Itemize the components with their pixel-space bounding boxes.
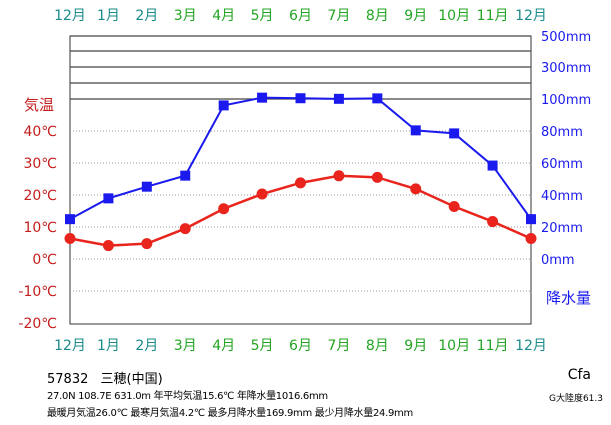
temperature-point (410, 183, 422, 195)
month-label-top: 5月 (251, 8, 274, 24)
temperature-tick-label: 30℃ (23, 156, 57, 172)
month-label-bottom: 11月 (477, 338, 509, 354)
month-label-top: 12月 (54, 8, 86, 24)
precipitation-point (372, 93, 383, 104)
temperature-point (525, 233, 537, 245)
precipitation-point (449, 128, 460, 139)
month-label-top: 12月 (515, 8, 547, 24)
temperature-point (448, 201, 460, 213)
temperature-tick-label: 0℃ (32, 252, 57, 268)
temperature-point (333, 170, 345, 182)
aridity-index: G大陸度61.3 (548, 394, 603, 404)
precipitation-point (333, 93, 344, 104)
precipitation-point (65, 214, 75, 225)
info-line-2: 最暖月気温26.0℃ 最寒月気温4.2℃ 最多月降水量169.9mm 最少月降水… (47, 408, 413, 419)
precipitation-tick-label: 60mm (541, 157, 583, 172)
precipitation-point (526, 214, 536, 225)
temperature-point (371, 171, 383, 183)
month-label-top: 4月 (212, 8, 235, 24)
precipitation-axis-label: 降水量 (546, 289, 591, 307)
precipitation-point (410, 125, 421, 136)
month-label-bottom: 9月 (404, 338, 427, 354)
climate-class: Cfa (567, 367, 591, 383)
station-line: 57832 三穂(中国) (47, 368, 171, 387)
precipitation-tick-label: 500mm (541, 30, 591, 45)
month-label-bottom: 1月 (97, 338, 120, 354)
temperature-tick-label: -20℃ (18, 316, 57, 332)
temperature-point (64, 233, 76, 245)
month-label-top: 10月 (438, 8, 470, 24)
temperature-tick-label: 20℃ (23, 188, 57, 204)
precipitation-point (103, 193, 114, 204)
temperature-tick-label: 40℃ (23, 124, 57, 140)
month-label-bottom: 10月 (438, 338, 470, 354)
precipitation-point (295, 93, 306, 104)
precipitation-tick-label: 300mm (541, 61, 591, 76)
temperature-point (218, 203, 230, 215)
temperature-point (256, 188, 268, 200)
month-label-bottom: 3月 (174, 338, 197, 354)
month-label-top: 2月 (135, 8, 158, 24)
month-label-bottom: 5月 (251, 338, 274, 354)
precipitation-line (69, 96, 532, 221)
temperature-tick-label: 10℃ (23, 220, 57, 236)
month-label-top: 8月 (366, 8, 389, 24)
month-label-top: 9月 (404, 8, 427, 24)
precipitation-point (218, 100, 229, 111)
precipitation-tick-label: 80mm (541, 125, 583, 140)
temperature-point (102, 240, 114, 252)
precipitation-point (257, 92, 268, 103)
temperature-point (141, 238, 153, 250)
precipitation-tick-label: 100mm (541, 93, 591, 108)
precipitation-tick-label: 20mm (541, 221, 583, 236)
temperature-axis-label: 気温 (24, 96, 54, 114)
temperature-point (487, 216, 499, 228)
precipitation-point (487, 160, 498, 171)
month-label-top: 11月 (477, 8, 509, 24)
month-label-bottom: 6月 (289, 338, 312, 354)
precipitation-point (141, 181, 152, 192)
precipitation-tick-label: 0mm (541, 253, 575, 268)
month-label-top: 3月 (174, 8, 197, 24)
month-label-top: 7月 (327, 8, 350, 24)
month-label-bottom: 4月 (212, 338, 235, 354)
month-label-top: 1月 (97, 8, 120, 24)
month-label-bottom: 2月 (135, 338, 158, 354)
temperature-tick-label: -10℃ (18, 284, 57, 300)
precipitation-point (180, 170, 191, 181)
month-label-bottom: 12月 (54, 338, 86, 354)
temperature-point (295, 177, 306, 189)
info-line-1: 27.0N 108.7E 631.0m 年平均気温15.6℃ 年降水量1016.… (47, 391, 328, 402)
station-id: 57832 (47, 372, 89, 387)
month-label-bottom: 8月 (366, 338, 389, 354)
month-label-top: 6月 (289, 8, 312, 24)
month-label-bottom: 7月 (327, 338, 350, 354)
month-label-bottom: 12月 (515, 338, 547, 354)
temperature-point (179, 223, 191, 235)
precipitation-tick-label: 40mm (541, 189, 583, 204)
station-name: 三穂(中国) (100, 372, 163, 387)
